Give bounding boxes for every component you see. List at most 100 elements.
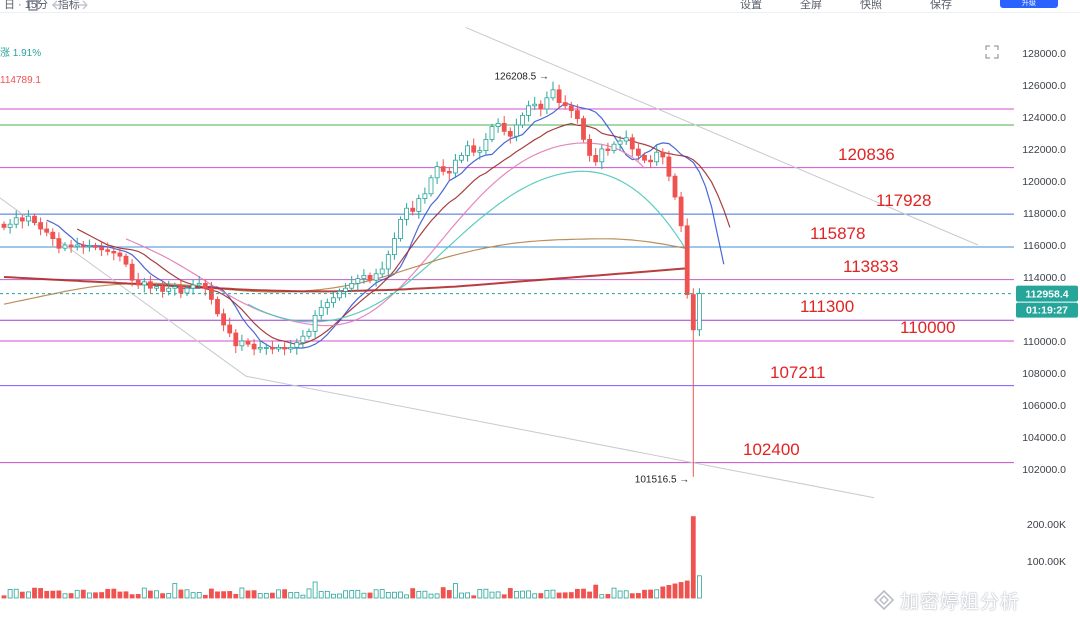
volume-bar xyxy=(526,590,531,599)
volume-bar xyxy=(550,589,556,599)
candle-body xyxy=(544,97,550,110)
candle-body xyxy=(422,193,428,200)
volume-bar xyxy=(239,587,245,599)
volume-bar xyxy=(440,587,446,599)
delete-icon[interactable] xyxy=(26,0,40,11)
volume-bar xyxy=(324,590,330,599)
volume-tick-label: 100.00K xyxy=(1027,556,1066,568)
volume-bar xyxy=(330,593,336,599)
candle-body xyxy=(38,222,43,230)
volume-bar xyxy=(477,589,483,599)
candle-body xyxy=(123,255,129,265)
candle-body xyxy=(105,249,111,252)
volume-bar xyxy=(306,588,312,599)
volume-bar xyxy=(129,594,135,599)
volume-bar xyxy=(288,592,294,599)
redo-icon[interactable] xyxy=(76,0,90,10)
volume-bar xyxy=(660,586,666,599)
volume-bar xyxy=(117,591,123,599)
candle-body xyxy=(532,103,538,107)
candle-body xyxy=(233,332,239,347)
volume-bar xyxy=(678,582,684,599)
level-label: 110000 xyxy=(900,318,956,337)
toolbar-item-save[interactable]: 保存 xyxy=(930,0,952,11)
candle-body xyxy=(581,118,586,140)
volume-bar xyxy=(300,594,306,599)
volume-bar xyxy=(446,590,452,599)
fullscreen-icon[interactable] xyxy=(984,44,1000,60)
volume-bar xyxy=(337,593,342,599)
candle-body xyxy=(483,139,489,152)
price-tick-label: 118000.0 xyxy=(1023,208,1066,220)
candle-body xyxy=(416,198,422,212)
volume-bar xyxy=(87,592,92,599)
undo-icon[interactable] xyxy=(50,0,64,10)
volume-bar xyxy=(684,580,690,599)
volume-bar xyxy=(556,592,562,599)
volume-bar xyxy=(385,592,391,599)
candle-body xyxy=(312,314,318,332)
ma-line-ma60 xyxy=(247,170,688,323)
price-tick-label: 106000.0 xyxy=(1022,400,1066,412)
volume-bar xyxy=(520,590,525,599)
candle-body xyxy=(379,268,385,275)
volume-bar xyxy=(532,593,538,599)
candle-body xyxy=(282,346,288,350)
volume-bar xyxy=(50,590,56,599)
candle-body xyxy=(538,103,544,110)
ma-line-ma30 xyxy=(125,142,645,327)
volume-bar xyxy=(111,588,117,599)
candle-body xyxy=(410,207,416,212)
price-tick-label: 120000.0 xyxy=(1022,176,1066,188)
volume-bar xyxy=(318,591,324,599)
toolbar-item-fullscreen[interactable]: 全屏 xyxy=(800,0,822,11)
volume-bar xyxy=(25,591,31,599)
candle-body xyxy=(324,302,330,308)
candle-body xyxy=(288,346,294,350)
volume-bar xyxy=(56,590,62,599)
candle-body xyxy=(62,244,68,249)
volume-bar xyxy=(599,594,605,599)
volume-bar xyxy=(489,591,495,599)
candle-body xyxy=(19,217,25,222)
candle-body xyxy=(276,346,281,350)
candle-body xyxy=(202,282,208,289)
volume-bar xyxy=(617,590,623,599)
volume-bar xyxy=(215,591,220,599)
price-tick-label: 110000.0 xyxy=(1023,336,1066,348)
countdown-tag xyxy=(1016,302,1078,318)
toolbar-item-snapshot[interactable]: 快照 xyxy=(860,0,882,11)
volume-bar xyxy=(654,589,660,599)
toolbar-item-settings[interactable]: 设置 xyxy=(740,0,762,11)
interval-selector[interactable]: 日 · 15分 · 指标 xyxy=(4,0,80,11)
trendlines xyxy=(0,26,979,499)
candle-body xyxy=(196,282,202,286)
volume-bar xyxy=(605,594,611,599)
change-percent: 涨 1.91% xyxy=(0,48,42,59)
volume-bar xyxy=(251,590,257,599)
volume-bar xyxy=(611,587,617,599)
price-tick-label: 114000.0 xyxy=(1023,272,1066,284)
candle-body xyxy=(349,282,355,289)
candle-body xyxy=(514,124,519,137)
price-chart[interactable]: 126208.5 → 101516.5 → 128000.0 126000.0 124… xyxy=(0,12,1080,624)
volume-bar xyxy=(282,589,288,599)
volume-bar xyxy=(19,591,25,599)
upgrade-button[interactable]: 升级 xyxy=(1000,0,1058,8)
volume-tick-label: 200.00K xyxy=(1027,519,1066,531)
volume-bar xyxy=(263,592,269,599)
current-price-tag xyxy=(1016,285,1078,302)
candle-body xyxy=(550,89,556,99)
candle-body xyxy=(391,238,397,256)
candle-body xyxy=(642,154,647,161)
candle-body xyxy=(575,110,580,119)
volume-bar xyxy=(471,595,477,599)
price-tick-label: 124000.0 xyxy=(1022,112,1066,124)
candle-body xyxy=(678,196,684,227)
candle-body xyxy=(129,263,135,281)
candle-body xyxy=(446,170,452,174)
volume-bar xyxy=(312,581,318,599)
candle-body xyxy=(526,105,531,116)
volume-bar xyxy=(623,590,629,599)
candle-body xyxy=(684,225,690,296)
